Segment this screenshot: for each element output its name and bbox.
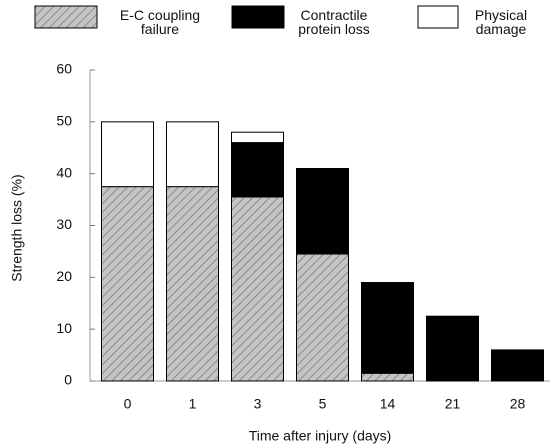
bar-segment [296,253,349,382]
bar-segment [231,131,284,144]
y-tick-label: 0 [64,372,72,388]
x-tick-label: 21 [445,396,461,412]
bar-segment [296,167,349,255]
bar-segment [166,121,219,188]
y-tick-label: 40 [56,164,72,180]
x-axis-title: Time after injury (days) [249,428,392,444]
bar-segment [231,142,284,198]
x-tick-label: 3 [254,396,262,412]
y-tick-label: 20 [56,268,72,284]
x-tick-label: 5 [319,396,327,412]
legend-swatch [417,5,459,29]
x-tick-label: 1 [189,396,197,412]
y-axis-title: Strength loss (%) [9,174,25,281]
y-tick-label: 50 [56,113,72,129]
bar-segment [231,196,284,382]
legend-label: Contractile protein loss [298,7,370,37]
bar-segment [101,186,154,382]
legend-label: E-C coupling failure [119,7,201,37]
bar-segment [166,186,219,382]
bar-segment [361,282,414,374]
y-tick-label: 60 [56,61,72,77]
y-tick-label: 30 [56,216,72,232]
bar-segment [101,121,154,188]
legend-swatch [231,5,285,29]
x-tick-label: 0 [124,396,132,412]
y-tick-label: 10 [56,320,72,336]
bar-segment [491,349,544,382]
bar-segment [426,315,479,382]
x-tick-label: 28 [510,396,526,412]
legend-label: Physical damage [474,7,528,37]
legend-swatch [34,5,98,29]
x-tick-label: 14 [380,396,396,412]
bar-segment [361,372,414,382]
